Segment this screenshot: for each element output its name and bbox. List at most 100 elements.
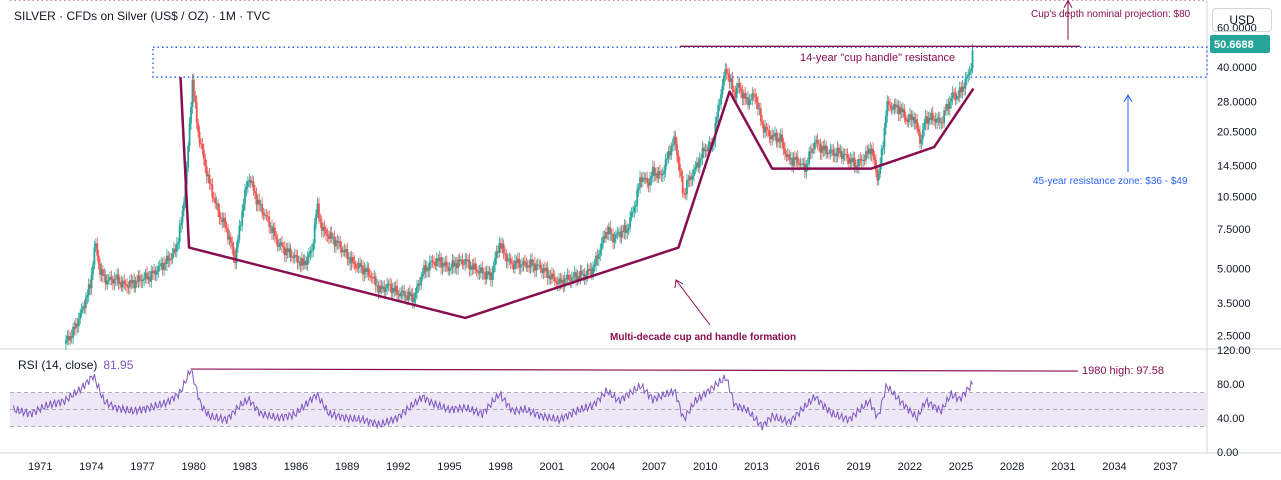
candle-body: [330, 232, 333, 239]
candle-body: [435, 258, 438, 266]
candle-body: [170, 258, 173, 260]
candle-body: [944, 110, 947, 112]
candle-body: [785, 153, 788, 157]
candle-body: [860, 158, 863, 161]
candle-body: [380, 285, 383, 289]
candle-body: [352, 256, 354, 262]
rsi-tick-label: 0.00: [1217, 447, 1238, 459]
candle-body: [853, 157, 856, 168]
candle-body: [832, 149, 835, 156]
candle-body: [589, 268, 592, 271]
candle-body: [89, 284, 92, 289]
candle-body: [830, 149, 833, 151]
candle-body: [958, 87, 961, 98]
candle-body: [401, 290, 404, 293]
candle-body: [485, 271, 488, 280]
candle-body: [403, 290, 406, 296]
candle-body: [632, 211, 634, 213]
candle-body: [347, 257, 350, 260]
candle-body: [576, 276, 579, 281]
candle-body: [811, 148, 813, 154]
candle-body: [218, 210, 221, 218]
candle-body: [86, 294, 89, 298]
candle-body: [296, 255, 299, 263]
candle-body: [447, 266, 450, 272]
candle-body: [751, 93, 754, 100]
candle-body: [902, 108, 904, 113]
candle-body: [262, 212, 265, 216]
candle-body: [722, 75, 725, 86]
candle-body: [698, 158, 701, 168]
candle-body: [404, 295, 407, 297]
price-tick-label: 7.5000: [1217, 224, 1251, 236]
candle-body: [90, 274, 93, 289]
candle-body: [769, 136, 772, 140]
candle-body: [892, 109, 894, 111]
candle-body: [153, 270, 155, 274]
candle-body: [747, 97, 749, 106]
candle-body: [150, 271, 153, 282]
candle-body: [904, 117, 907, 121]
price-tick-label: 20.5000: [1217, 127, 1257, 139]
candle-body: [802, 163, 805, 165]
candle-body: [202, 149, 205, 159]
candle-body: [411, 293, 414, 303]
candle-body: [458, 259, 461, 262]
candle-body: [806, 163, 809, 165]
candle-body: [586, 269, 589, 275]
candle-body: [798, 163, 801, 165]
candle-body: [282, 246, 285, 248]
candle-body: [937, 117, 940, 119]
candle-body: [137, 275, 140, 282]
candle-body: [623, 225, 626, 233]
rsi-legend: RSI (14, close) 81.95: [18, 358, 133, 372]
candle-body: [194, 95, 197, 102]
candle-body: [725, 68, 728, 74]
candle-body: [943, 110, 946, 123]
candle-body: [455, 263, 458, 269]
candle-body: [538, 264, 541, 266]
candle-body: [894, 104, 897, 108]
candle-body: [434, 263, 437, 266]
candle-body: [129, 280, 131, 288]
candle-body: [357, 263, 360, 269]
candle-body: [227, 228, 229, 240]
candle-body: [183, 203, 185, 211]
candle-body: [110, 276, 113, 280]
candle-body: [437, 258, 440, 262]
candle-body: [953, 92, 955, 94]
rsi-line: [12, 368, 973, 431]
candle-body: [676, 143, 678, 155]
candle-body: [141, 279, 144, 282]
candle-body: [531, 259, 533, 266]
candle-body: [66, 335, 69, 341]
candle-body: [543, 268, 546, 272]
candle-body: [254, 190, 256, 194]
currency-button[interactable]: USD: [1212, 8, 1272, 32]
candle-body: [929, 117, 931, 120]
candle-body: [450, 267, 452, 269]
candle-body: [660, 173, 663, 176]
candle-body: [919, 132, 921, 144]
candle-body: [113, 278, 116, 284]
candle-body: [77, 318, 80, 327]
candle-body: [229, 236, 232, 243]
candle-body: [640, 177, 643, 182]
resistance-zone-label: 45-year resistance zone: $36 - $49: [1033, 176, 1188, 187]
candle-body: [197, 122, 200, 132]
candle-body: [748, 99, 751, 106]
candle-body: [464, 259, 467, 265]
candle-body: [279, 242, 282, 245]
candle-body: [448, 268, 451, 272]
time-tick-label: 2028: [1000, 461, 1024, 473]
candle-body: [913, 116, 916, 124]
candle-body: [346, 249, 349, 260]
candle-body: [278, 244, 281, 247]
candle-body: [619, 231, 622, 238]
candle-body: [590, 268, 593, 276]
cup-formation-label: Multi-decade cup and handle formation: [610, 332, 796, 343]
candle-body: [217, 203, 219, 211]
candle-body: [484, 272, 487, 280]
candle-body: [705, 149, 708, 152]
